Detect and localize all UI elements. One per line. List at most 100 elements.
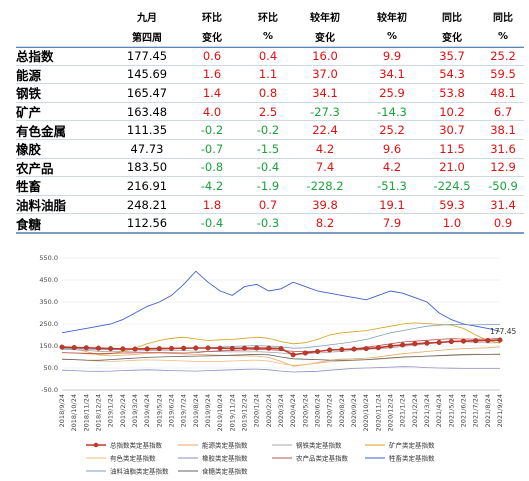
change-cell: 9.6 xyxy=(382,141,402,156)
change-cell: -0.4 xyxy=(256,160,280,175)
change-cell: 0.9 xyxy=(493,216,513,231)
data-point xyxy=(448,339,454,345)
x-axis: 2018/9/24 2018/10/24 2018/11/24 2018/12/24 2… xyxy=(58,394,504,431)
x-tick-label: 2020/3/24 xyxy=(277,394,285,427)
change-cell: 53.8 xyxy=(439,85,465,100)
header-cell: 变化 xyxy=(315,32,335,44)
data-point xyxy=(59,344,65,350)
row-name: 农产品 xyxy=(16,160,54,176)
table-row: 有色金属 111.35 -0.2 -0.2 22.4 25.2 30.7 38.1 xyxy=(16,120,524,139)
change-cell: -27.3 xyxy=(310,104,340,119)
change-cell: 1.1 xyxy=(258,67,278,82)
y-tick-label: -50.0 xyxy=(41,386,58,394)
header-cell: 变化 xyxy=(202,32,222,44)
data-point xyxy=(193,345,199,351)
data-point xyxy=(473,338,479,344)
row-name: 橡胶 xyxy=(16,142,42,158)
index-value-cell: 111.35 xyxy=(126,123,168,138)
data-point xyxy=(412,341,418,347)
x-tick-label: 2021/8/24 xyxy=(484,394,492,427)
x-tick-label: 2019/12/24 xyxy=(241,394,249,431)
row-name: 有色金属 xyxy=(16,123,67,139)
x-tick-label: 2021/4/24 xyxy=(435,394,443,427)
change-cell: 25.9 xyxy=(379,85,405,100)
data-point xyxy=(302,350,308,356)
header-cell: 同比 xyxy=(493,12,513,24)
change-cell: -14.3 xyxy=(377,104,407,119)
change-cell: 34.1 xyxy=(379,67,405,82)
legend-marker xyxy=(93,442,99,448)
legend-label: 钢铁类定基指数 xyxy=(296,440,342,449)
index-value-cell: 177.45 xyxy=(126,48,168,63)
y-tick-label: 350.0 xyxy=(39,298,58,306)
header-cell: % xyxy=(497,30,509,42)
x-tick-label: 2020/10/24 xyxy=(362,394,370,431)
change-cell: 1.4 xyxy=(202,85,222,100)
change-cell: 1.8 xyxy=(202,197,222,212)
row-name: 牲畜 xyxy=(16,179,42,195)
x-tick-label: 2021/2/24 xyxy=(411,394,419,427)
series-line xyxy=(61,270,501,334)
x-tick-label: 2018/10/24 xyxy=(70,394,78,431)
change-cell: 59.5 xyxy=(490,67,516,82)
end-value-label: 177.45 xyxy=(490,327,516,336)
legend-label: 牲畜类定基指数 xyxy=(389,453,435,462)
change-cell: -50.9 xyxy=(488,178,518,193)
data-point xyxy=(375,345,381,351)
x-tick-label: 2019/2/24 xyxy=(119,394,127,427)
change-cell: 11.5 xyxy=(439,141,465,156)
index-line-chart: -50.0 50.0 150.0 250.0 350.0 450.0 550.0 2018/… xyxy=(39,254,516,475)
change-cell: 9.9 xyxy=(382,48,402,63)
row-name: 油料油脂 xyxy=(16,198,67,214)
change-cell: -51.3 xyxy=(377,178,407,193)
data-point xyxy=(461,338,467,344)
change-cell: 16.0 xyxy=(312,48,338,63)
x-tick-label: 2019/1/24 xyxy=(107,394,115,427)
end-value-text: 177.45 xyxy=(490,327,516,336)
x-tick-label: 2019/3/24 xyxy=(131,394,139,427)
change-cell: 7.9 xyxy=(382,216,402,231)
change-cell: 54.3 xyxy=(439,67,465,82)
x-tick-label: 2021/6/24 xyxy=(460,394,468,427)
table-body: 总指数 177.45 0.6 0.4 16.0 9.9 35.7 25.2 能源 145.69 1.… xyxy=(16,46,524,234)
x-tick-label: 2020/11/24 xyxy=(374,394,382,431)
x-tick-label: 2020/2/24 xyxy=(265,394,273,427)
data-point xyxy=(254,345,260,351)
data-point xyxy=(315,348,321,354)
change-cell: 30.7 xyxy=(439,123,465,138)
change-cell: -1.9 xyxy=(256,178,280,193)
table-row: 总指数 177.45 0.6 0.4 16.0 9.9 35.7 25.2 xyxy=(16,46,524,65)
change-cell: 12.9 xyxy=(490,160,516,175)
change-cell: -0.3 xyxy=(256,216,280,231)
header-cell: % xyxy=(386,30,398,42)
y-tick-label: 150.0 xyxy=(39,342,58,350)
y-tick-label: 50.0 xyxy=(44,364,58,372)
data-point xyxy=(156,346,162,352)
change-cell: 7.4 xyxy=(315,160,335,175)
data-point xyxy=(327,347,333,353)
change-cell: 48.1 xyxy=(490,85,516,100)
table-row: 牲畜 216.91 -4.2 -1.9 -228.2 -51.3 -224.5 -50.9 xyxy=(16,176,524,195)
x-tick-label: 2019/7/24 xyxy=(180,394,188,427)
change-cell: -4.2 xyxy=(200,178,224,193)
data-point xyxy=(290,352,296,358)
y-tick-label: 450.0 xyxy=(39,276,58,284)
x-tick-label: 2019/10/24 xyxy=(216,394,224,431)
row-name: 能源 xyxy=(16,67,42,83)
change-cell: -0.8 xyxy=(200,160,224,175)
data-point xyxy=(132,346,138,352)
data-point xyxy=(278,346,284,352)
change-cell: 4.0 xyxy=(202,104,222,119)
table-row: 橡胶 47.73 -0.7 -1.5 4.2 9.6 11.5 31.6 xyxy=(16,138,524,158)
index-value-cell: 183.50 xyxy=(126,160,168,175)
header-cell: 环比 xyxy=(258,12,278,24)
row-name: 矿产 xyxy=(16,105,42,121)
index-table: 九月 环比 环比 较年初 较年初 同比 同比 第四周 变化 % 变化 % 变化 … xyxy=(16,6,524,234)
x-tick-label: 2019/5/24 xyxy=(155,394,163,427)
index-value-cell: 47.73 xyxy=(130,141,164,156)
change-cell: -0.7 xyxy=(200,141,224,156)
row-name: 总指数 xyxy=(16,49,54,65)
change-cell: 59.3 xyxy=(439,197,465,212)
header-cell: 环比 xyxy=(202,12,222,24)
data-point xyxy=(229,345,235,351)
